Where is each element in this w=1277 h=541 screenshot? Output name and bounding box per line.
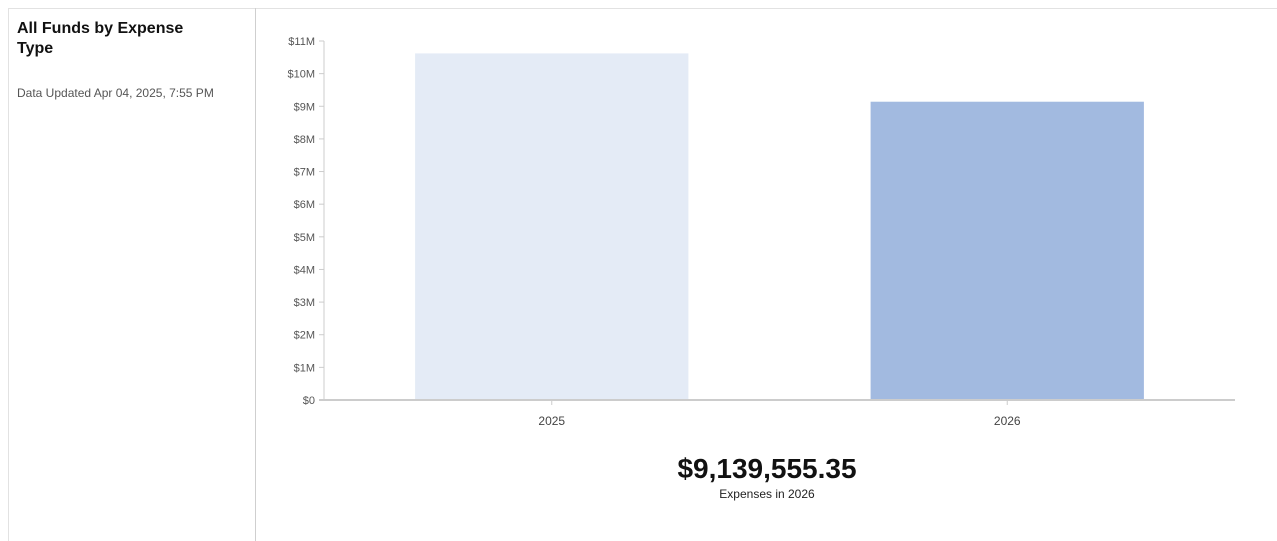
y-tick-label: $2M: [294, 330, 315, 342]
y-tick-label: $8M: [294, 134, 315, 146]
y-tick-label: $5M: [294, 232, 315, 244]
x-tick-label: 2025: [538, 414, 565, 428]
y-tick-label: $4M: [294, 264, 315, 276]
widget-sidebar: [8, 8, 256, 541]
x-axis: 2025 2026: [319, 399, 1235, 428]
summary-kpi: $9,139,555.35 Expenses in 2026: [257, 452, 1277, 502]
data-updated-label: Data Updated: [17, 86, 92, 100]
bar-2026[interactable]: [870, 101, 1144, 401]
bar-2025[interactable]: [415, 53, 689, 400]
y-tick-label: $0: [303, 395, 315, 407]
y-tick-label: $11M: [288, 36, 315, 48]
y-tick-label: $7M: [294, 167, 315, 179]
summary-label: Expenses in 2026: [719, 487, 815, 501]
bar-chart-svg: $0 $1M $2M $3M $4M $5M $6M $7M $8M $9M $10M $11M 20…: [287, 36, 1235, 428]
y-tick-label: $10M: [287, 69, 315, 81]
widget-frame: [8, 8, 1277, 541]
y-axis: $0 $1M $2M $3M $4M $5M $6M $7M $8M $9M $10M $11M: [287, 36, 325, 407]
data-updated-value: Apr 04, 2025, 7:55 PM: [93, 86, 214, 100]
summary-value: $9,139,555.35: [677, 453, 857, 484]
data-updated-text: Data Updated Apr 04, 2025, 7:55 PM: [17, 86, 214, 100]
bar-chart: $0 $1M $2M $3M $4M $5M $6M $7M $8M $9M $10M $11M 20…: [257, 9, 1277, 541]
y-tick-label: $9M: [294, 101, 315, 113]
bars: [415, 53, 1144, 401]
widget-title: All Funds by Expense Type: [17, 20, 184, 57]
y-tick-label: $3M: [294, 297, 315, 309]
y-tick-label: $6M: [294, 199, 315, 211]
x-tick-label: 2026: [994, 414, 1021, 428]
y-tick-label: $1M: [294, 362, 315, 374]
